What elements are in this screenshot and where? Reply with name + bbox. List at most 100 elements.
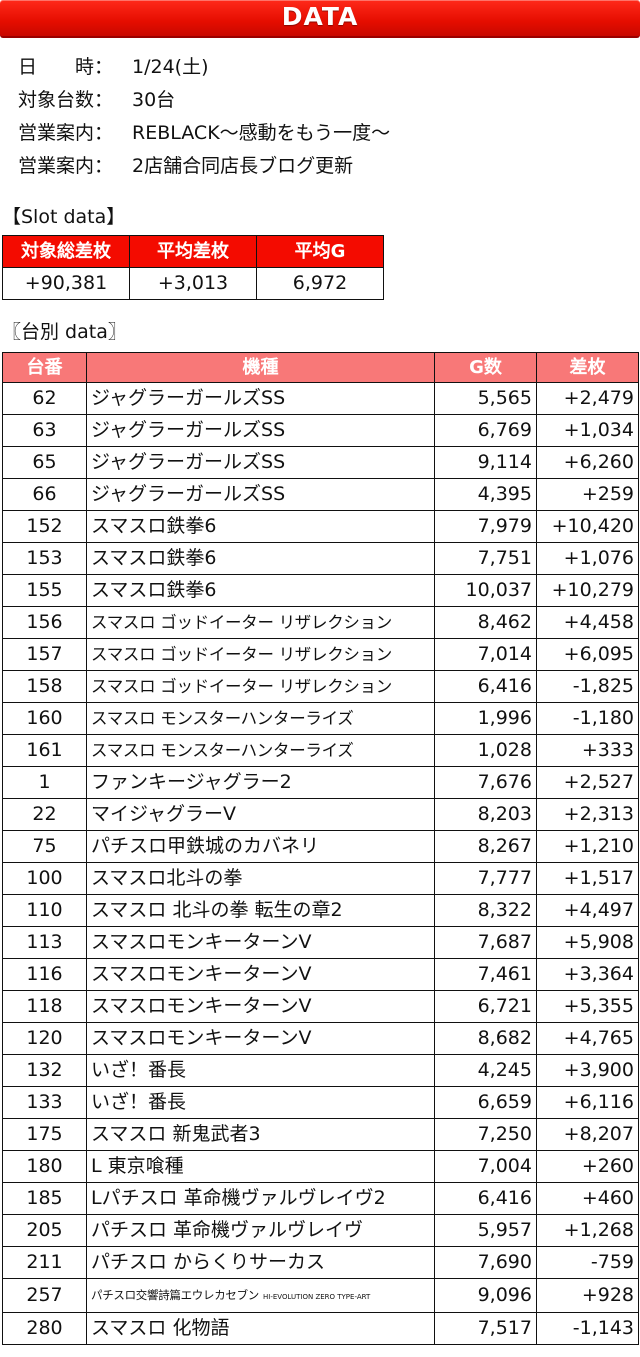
game-count: 7,517	[434, 1312, 537, 1345]
game-count: 7,690	[434, 1246, 537, 1279]
table-row: 133 いざ！番長 6,659 +6,116	[2, 1086, 639, 1119]
table-row: 132 いざ！番長 4,245 +3,900	[2, 1054, 639, 1087]
info-value: 2店舗合同店長ブログ更新	[132, 155, 354, 177]
coin-diff: +4,497	[536, 894, 639, 927]
game-count: 8,322	[434, 894, 537, 927]
coin-diff: +259	[536, 478, 639, 511]
machine-name: スマスロ鉄拳6	[86, 510, 435, 543]
slot-data-label: 【Slot data】	[2, 206, 126, 228]
table-row: 211 パチスロ からくりサーカス 7,690 -759	[2, 1246, 639, 1279]
table-row: 280 スマスロ 化物語 7,517 -1,143	[2, 1312, 639, 1345]
machine-name: スマスロ モンスターハンターライズ	[86, 702, 435, 735]
machine-name: スマスロ鉄拳6	[86, 574, 435, 607]
header-total-diff: 対象総差枚	[2, 235, 130, 268]
game-count: 6,416	[434, 1182, 537, 1215]
unit-number: 113	[2, 926, 87, 959]
machine-name: ジャグラーガールズSS	[86, 382, 435, 415]
unit-number: 152	[2, 510, 87, 543]
info-row-count: 対象台数： 30台	[18, 87, 390, 120]
machine-name: スマスロ 新鬼武者3	[86, 1118, 435, 1151]
unit-number: 160	[2, 702, 87, 735]
machine-name: パチスロ交響詩篇エウレカセブン HI-EVOLUTION ZERO TYPE-AR…	[86, 1278, 435, 1313]
coin-diff: +6,116	[536, 1086, 639, 1119]
slot-summary-table: 対象総差枚 平均差枚 平均G +90,381 +3,013 6,972	[2, 235, 384, 300]
unit-number: 1	[2, 766, 87, 799]
coin-diff: +1,517	[536, 862, 639, 895]
machine-name: スマスロ ゴッドイーター リザレクション	[86, 606, 435, 639]
unit-number: 156	[2, 606, 87, 639]
table-row: +90,381 +3,013 6,972	[2, 267, 384, 300]
game-count: 1,996	[434, 702, 537, 735]
unit-data-table: 台番 機種 G数 差枚 62 ジャグラーガールズSS 5,565 +2,479 63 ジャ…	[2, 352, 639, 1345]
game-count: 4,245	[434, 1054, 537, 1087]
machine-name: Lパチスロ 革命機ヴァルヴレイヴ2	[86, 1182, 435, 1215]
coin-diff: +460	[536, 1182, 639, 1215]
unit-number: 110	[2, 894, 87, 927]
game-count: 8,267	[434, 830, 537, 863]
info-key: 営業案内：	[18, 155, 114, 177]
info-row-notice: 営業案内： 2店舗合同店長ブログ更新	[18, 153, 390, 186]
unit-number: 65	[2, 446, 87, 479]
unit-data-label: 〖台別 data〗	[2, 321, 127, 343]
coin-diff: +5,355	[536, 990, 639, 1023]
unit-number: 280	[2, 1312, 87, 1345]
machine-name: スマスロ 化物語	[86, 1312, 435, 1345]
machine-name: パチスロ 革命機ヴァルヴレイヴ	[86, 1214, 435, 1247]
machine-name: パチスロ からくりサーカス	[86, 1246, 435, 1279]
coin-diff: +333	[536, 734, 639, 767]
table-row: 116 スマスロモンキーターンV 7,461 +3,364	[2, 958, 639, 991]
game-count: 6,659	[434, 1086, 537, 1119]
table-row: 156 スマスロ ゴッドイーター リザレクション 8,462 +4,458	[2, 606, 639, 639]
info-row-notice: 営業案内： REBLACK～感動をもう一度～	[18, 120, 390, 153]
table-row: 1 ファンキージャグラー2 7,676 +2,527	[2, 766, 639, 799]
unit-number: 175	[2, 1118, 87, 1151]
game-count: 8,682	[434, 1022, 537, 1055]
unit-number: 180	[2, 1150, 87, 1183]
unit-number: 62	[2, 382, 87, 415]
table-row: 155 スマスロ鉄拳6 10,037 +10,279	[2, 574, 639, 607]
machine-name: ジャグラーガールズSS	[86, 446, 435, 479]
machine-name: マイジャグラーV	[86, 798, 435, 831]
coin-diff: +2,313	[536, 798, 639, 831]
coin-diff: +8,207	[536, 1118, 639, 1151]
info-value: 1/24(土)	[132, 56, 209, 78]
table-row: 161 スマスロ モンスターハンターライズ 1,028 +333	[2, 734, 639, 767]
info-block: 日 時： 1/24(土) 対象台数： 30台 営業案内： REBLACK～感動を…	[18, 54, 390, 186]
game-count: 5,565	[434, 382, 537, 415]
page-title: DATA	[281, 2, 359, 31]
table-row: 152 スマスロ鉄拳6 7,979 +10,420	[2, 510, 639, 543]
info-key: 日 時：	[18, 56, 114, 78]
avg-g-value: 6,972	[256, 267, 384, 300]
game-count: 7,979	[434, 510, 537, 543]
machine-name: スマスロ ゴッドイーター リザレクション	[86, 638, 435, 671]
unit-number: 66	[2, 478, 87, 511]
coin-diff: +6,260	[536, 446, 639, 479]
unit-number: 63	[2, 414, 87, 447]
table-row: 22 マイジャグラーV 8,203 +2,313	[2, 798, 639, 831]
table-row: 257 パチスロ交響詩篇エウレカセブン HI-EVOLUTION ZERO TYPE…	[2, 1278, 639, 1313]
coin-diff: -1,180	[536, 702, 639, 735]
table-row: 205 パチスロ 革命機ヴァルヴレイヴ 5,957 +1,268	[2, 1214, 639, 1247]
table-row: 75 パチスロ甲鉄城のカバネリ 8,267 +1,210	[2, 830, 639, 863]
table-row: 110 スマスロ 北斗の拳 転生の章2 8,322 +4,497	[2, 894, 639, 927]
unit-number: 158	[2, 670, 87, 703]
machine-name-sub: HI-EVOLUTION ZERO TYPE-ART	[263, 1293, 371, 1301]
machine-name: スマスロ北斗の拳	[86, 862, 435, 895]
unit-number: 257	[2, 1278, 87, 1313]
machine-name: スマスロモンキーターンV	[86, 958, 435, 991]
header-diff: 差枚	[536, 352, 639, 383]
machine-name: スマスロモンキーターンV	[86, 1022, 435, 1055]
machine-name: ジャグラーガールズSS	[86, 478, 435, 511]
coin-diff: +4,458	[536, 606, 639, 639]
game-count: 7,777	[434, 862, 537, 895]
unit-number: 132	[2, 1054, 87, 1087]
coin-diff: +6,095	[536, 638, 639, 671]
table-header-row: 対象総差枚 平均差枚 平均G	[2, 235, 384, 268]
unit-number: 133	[2, 1086, 87, 1119]
game-count: 7,004	[434, 1150, 537, 1183]
coin-diff: +3,364	[536, 958, 639, 991]
game-count: 7,751	[434, 542, 537, 575]
unit-number: 22	[2, 798, 87, 831]
coin-diff: +10,279	[536, 574, 639, 607]
header-machine: 機種	[86, 352, 435, 383]
